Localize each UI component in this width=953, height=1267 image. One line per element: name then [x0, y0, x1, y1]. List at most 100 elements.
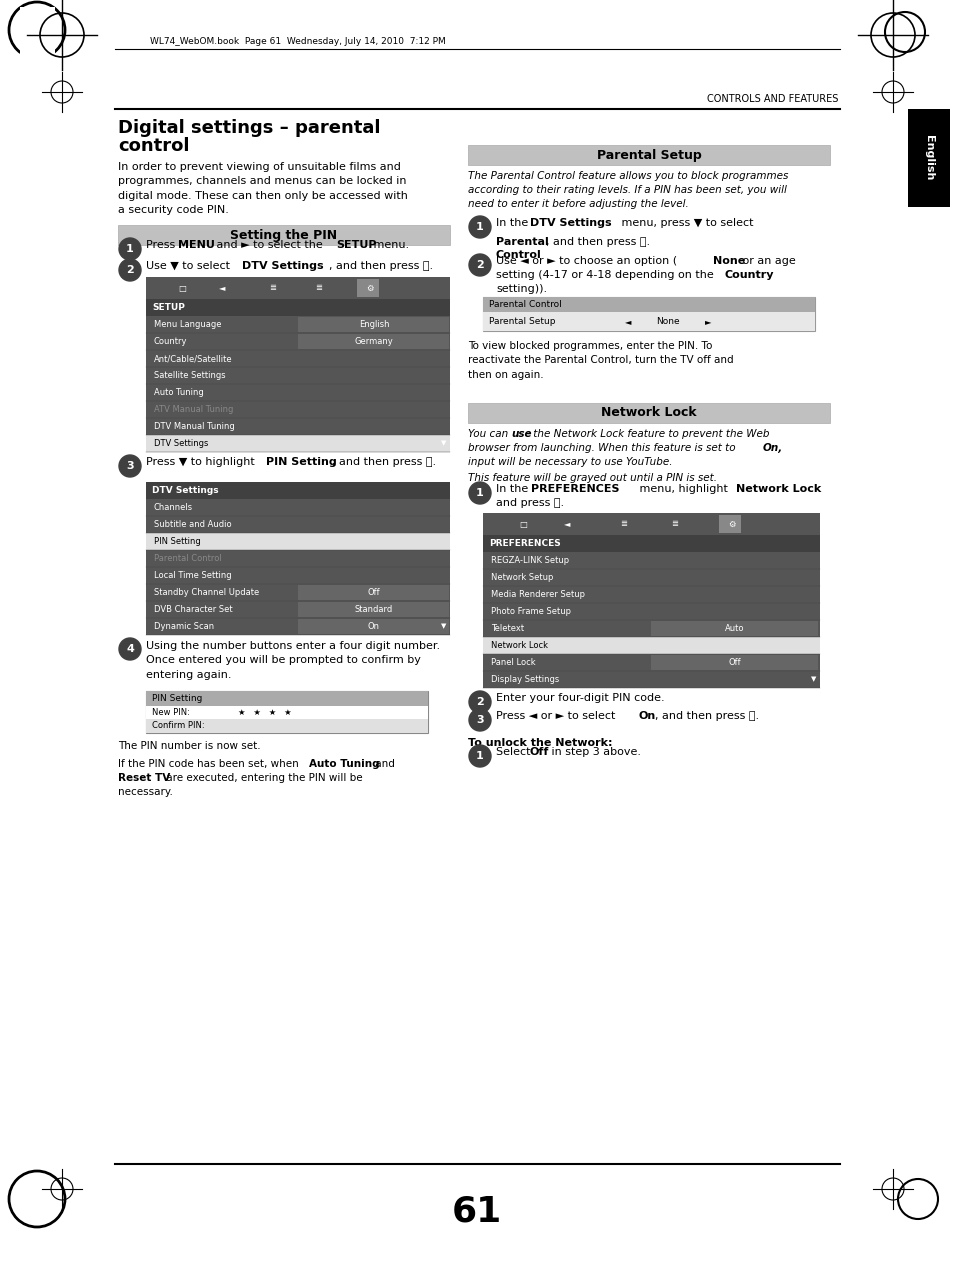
Text: Network Lock: Network Lock	[491, 641, 547, 650]
Text: menu.: menu.	[370, 239, 409, 250]
Text: Enter your four-digit PIN code.: Enter your four-digit PIN code.	[496, 693, 664, 703]
Bar	[297, 317, 449, 332]
Circle shape	[469, 481, 491, 504]
Text: Parental Control: Parental Control	[489, 300, 561, 309]
Bar	[146, 350, 450, 367]
Bar	[146, 418, 450, 435]
Bar	[482, 654, 820, 672]
Bar	[482, 296, 814, 331]
Text: Off: Off	[530, 748, 549, 756]
Text: use: use	[511, 430, 531, 438]
Text: 1: 1	[126, 245, 133, 253]
Text: In the: In the	[496, 484, 531, 494]
Bar	[661, 514, 683, 533]
Bar	[209, 279, 231, 296]
Text: DTV Settings: DTV Settings	[153, 438, 208, 449]
Text: To unlock the Network:: To unlock the Network:	[468, 737, 612, 748]
Text: Network Lock: Network Lock	[600, 407, 696, 419]
Bar	[146, 435, 450, 452]
Circle shape	[119, 238, 141, 260]
Bar	[482, 513, 820, 535]
Circle shape	[469, 215, 491, 238]
Text: You can: You can	[468, 430, 511, 438]
Bar	[468, 144, 829, 165]
Text: 3: 3	[126, 461, 133, 471]
Text: Network Setup: Network Setup	[491, 573, 553, 582]
Bar	[554, 514, 576, 533]
Text: PIN Setting: PIN Setting	[153, 537, 200, 546]
Text: Media Renderer Setup: Media Renderer Setup	[491, 590, 584, 599]
Text: DTV Settings: DTV Settings	[152, 487, 218, 495]
Bar	[610, 514, 633, 533]
Text: Parental Setup: Parental Setup	[596, 148, 700, 161]
Text: ▼: ▼	[440, 441, 446, 446]
Text: CONTROLS AND FEATURES: CONTROLS AND FEATURES	[706, 94, 837, 104]
Text: 2: 2	[476, 260, 483, 270]
Text: Panel Lock: Panel Lock	[491, 658, 535, 666]
Text: REGZA-LINK Setup: REGZA-LINK Setup	[491, 556, 569, 565]
Text: Parental: Parental	[496, 237, 548, 247]
Text: Standard: Standard	[355, 606, 393, 614]
Bar	[297, 602, 449, 617]
Text: PREFERENCES: PREFERENCES	[489, 538, 560, 549]
Circle shape	[469, 253, 491, 276]
Text: ▼: ▼	[440, 623, 446, 630]
Bar	[297, 334, 449, 348]
Bar	[146, 533, 450, 550]
Text: 3: 3	[476, 715, 483, 725]
Text: None: None	[656, 318, 679, 327]
Text: The Parental Control feature allows you to block programmes
according to their r: The Parental Control feature allows you …	[468, 171, 787, 209]
Text: To view blocked programmes, enter the PIN. To
reactivate the Parental Control, t: To view blocked programmes, enter the PI…	[468, 341, 733, 380]
Text: Dynamic Scan: Dynamic Scan	[153, 622, 213, 631]
Text: In the: In the	[496, 218, 531, 228]
Bar	[146, 481, 450, 499]
Bar	[146, 367, 450, 384]
Text: control: control	[118, 137, 190, 155]
Text: On: On	[639, 711, 656, 721]
Text: On,: On,	[762, 443, 782, 454]
Text: are executed, entering the PIN will be: are executed, entering the PIN will be	[163, 773, 362, 783]
Text: PIN Setting: PIN Setting	[152, 694, 202, 703]
Text: ≣: ≣	[269, 284, 276, 293]
Text: 61: 61	[452, 1195, 501, 1229]
Bar	[118, 226, 450, 245]
Text: In order to prevent viewing of unsuitable films and
programmes, channels and men: In order to prevent viewing of unsuitabl…	[118, 162, 408, 215]
Text: ≣: ≣	[671, 519, 678, 528]
Bar	[146, 277, 450, 299]
Text: or an age: or an age	[739, 256, 795, 266]
Text: □: □	[518, 519, 526, 528]
Bar	[482, 552, 820, 569]
Text: , and then press ⓞ.: , and then press ⓞ.	[332, 457, 436, 468]
Bar	[146, 691, 428, 706]
Text: English: English	[358, 321, 389, 329]
Text: The PIN number is now set.: The PIN number is now set.	[118, 741, 260, 751]
Bar	[146, 516, 450, 533]
Bar	[146, 299, 450, 315]
Text: , and then press ⓞ.: , and then press ⓞ.	[329, 261, 433, 271]
Text: This feature will be grayed out until a PIN is set.: This feature will be grayed out until a …	[468, 473, 717, 483]
Text: ⚙: ⚙	[366, 284, 374, 293]
Text: setting (4-17 or 4-18 depending on the: setting (4-17 or 4-18 depending on the	[496, 270, 717, 280]
Bar	[146, 718, 428, 734]
Text: input will be necessary to use YouTube.: input will be necessary to use YouTube.	[468, 457, 672, 468]
Bar	[482, 637, 820, 654]
Bar	[146, 584, 450, 601]
Bar	[146, 618, 450, 635]
Circle shape	[119, 455, 141, 476]
Text: New PIN:: New PIN:	[152, 708, 190, 717]
Text: Reset TV: Reset TV	[118, 773, 170, 783]
Bar	[146, 691, 428, 734]
Bar	[306, 279, 328, 296]
Text: DTV Settings: DTV Settings	[242, 261, 323, 271]
Text: 1: 1	[476, 751, 483, 761]
Bar	[146, 550, 450, 568]
Text: Teletext: Teletext	[491, 625, 523, 634]
Bar	[650, 655, 817, 670]
Text: and press ⓞ.: and press ⓞ.	[496, 498, 563, 508]
Text: DTV Manual Tuning: DTV Manual Tuning	[153, 422, 234, 431]
Text: Control: Control	[496, 250, 541, 260]
Bar	[297, 585, 449, 601]
Bar	[146, 384, 450, 400]
Bar	[297, 620, 449, 634]
Text: ★   ★   ★   ★: ★ ★ ★ ★	[237, 708, 292, 717]
